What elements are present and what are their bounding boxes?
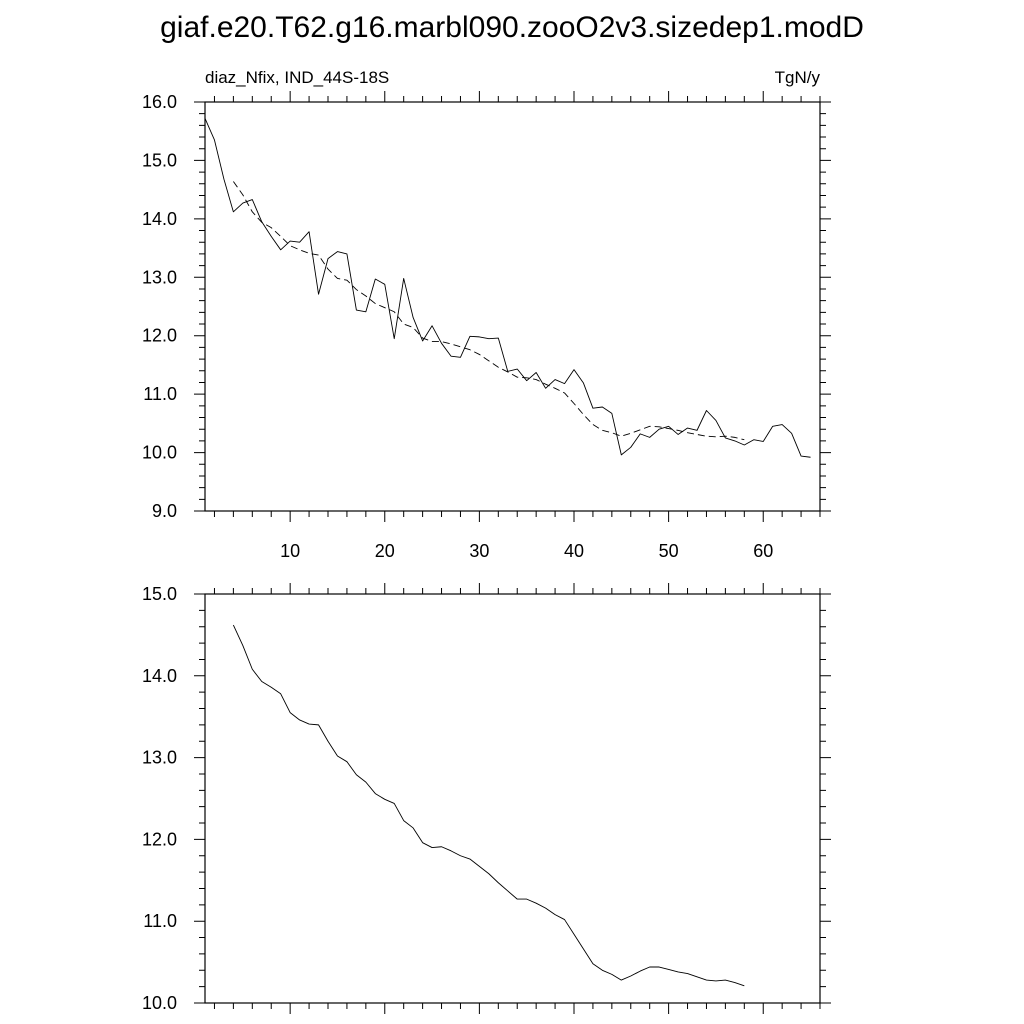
- bottom-y-tick-label: 14.0: [142, 666, 177, 686]
- bottom-y-tick-label: 12.0: [142, 829, 177, 849]
- top-panel: diaz_Nfix, IND_44S-18S TgN/y 9.0 10.0 11.0…: [142, 68, 831, 561]
- top-series-line-solid: [204, 118, 811, 458]
- top-x-tick-label: 10: [280, 541, 300, 561]
- top-y-tick-label: 14.0: [142, 209, 177, 229]
- top-y-tick-label: 11.0: [143, 384, 177, 404]
- bottom-tick-marks: [194, 583, 831, 1014]
- top-y-tick-label: 16.0: [142, 92, 177, 112]
- top-x-tick-label: 30: [469, 541, 489, 561]
- top-x-tick-label: 50: [659, 541, 679, 561]
- top-plot-frame: [204, 101, 821, 512]
- bottom-y-tick-label: 11.0: [143, 911, 177, 931]
- bottom-series-line-solid: [232, 624, 745, 987]
- bottom-y-tick-label: 13.0: [142, 748, 177, 768]
- bottom-y-tick-label: 10.0: [142, 993, 177, 1013]
- top-panel-variable-label: diaz_Nfix, IND_44S-18S: [205, 68, 389, 87]
- bottom-y-tick-label: 15.0: [142, 584, 177, 604]
- bottom-plot-frame: [204, 593, 821, 1004]
- top-x-tick-label: 20: [375, 541, 395, 561]
- top-x-tick-label: 60: [753, 541, 773, 561]
- top-y-tick-label: 15.0: [142, 150, 177, 170]
- chart-title: giaf.e20.T62.g16.marbl090.zooO2v3.sizede…: [160, 11, 864, 44]
- top-y-tick-label: 10.0: [142, 443, 177, 463]
- top-y-tick-label: 12.0: [142, 326, 177, 346]
- top-y-tick-label: 9.0: [152, 501, 177, 521]
- top-tick-marks: [194, 91, 831, 522]
- top-series-line-dashed: [233, 181, 745, 441]
- top-y-tick-label: 13.0: [142, 267, 177, 287]
- bottom-panel: 10.0 11.0 12.0 13.0 14.0 15.0: [142, 583, 831, 1014]
- top-panel-units-label: TgN/y: [775, 68, 821, 87]
- top-x-tick-label: 40: [564, 541, 584, 561]
